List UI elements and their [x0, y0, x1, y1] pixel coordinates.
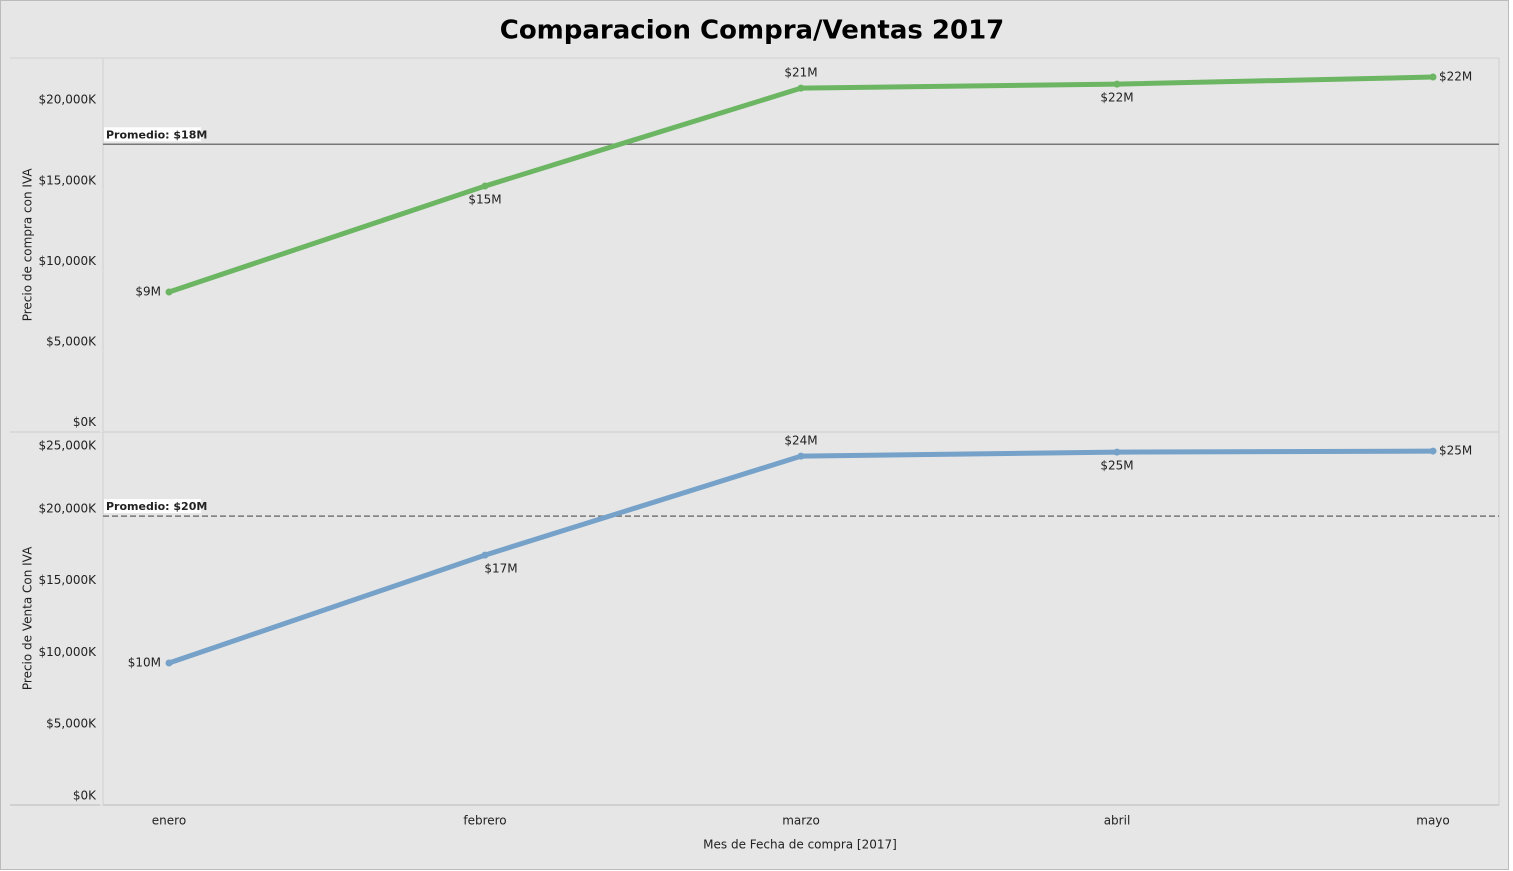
average-label-bg [104, 499, 201, 514]
value-label: $22M [1100, 91, 1133, 105]
value-label: $25M [1439, 444, 1472, 458]
point [481, 551, 489, 559]
y-axis-label: Precio de Venta Con IVA [21, 546, 35, 690]
x-tick-label: enero [152, 814, 186, 828]
value-label: $15M [468, 193, 501, 207]
y-tick-label: $25,000K [39, 439, 98, 453]
value-label: $9M [135, 285, 161, 299]
y-tick-label: $10,000K [39, 254, 98, 268]
y-tick-label: $15,000K [39, 573, 98, 587]
value-label: $25M [1100, 459, 1133, 473]
y-tick-label: $20,000K [39, 93, 98, 107]
value-label: $17M [484, 562, 517, 576]
average-label: Promedio: $18M [106, 128, 207, 141]
y-axis-label: Precio de compra con IVA [21, 168, 35, 322]
point [1429, 73, 1437, 81]
point [797, 452, 805, 460]
average-label: Promedio: $20M [106, 500, 207, 513]
y-tick-label: $0K [73, 415, 97, 429]
point [1113, 80, 1121, 88]
value-label: $22M [1439, 70, 1472, 84]
chart-title: Comparacion Compra/Ventas 2017 [500, 16, 1005, 46]
point [165, 288, 173, 296]
x-tick-label: marzo [782, 814, 820, 828]
point [481, 182, 489, 190]
y-tick-label: $20,000K [39, 501, 98, 515]
value-label: $24M [784, 434, 817, 448]
x-tick-label: febrero [463, 814, 506, 828]
point [1113, 448, 1121, 456]
y-tick-label: $0K [73, 788, 97, 802]
y-tick-label: $5,000K [46, 717, 97, 731]
point [797, 84, 805, 92]
x-tick-label: mayo [1416, 814, 1450, 828]
y-tick-label: $10,000K [39, 645, 98, 659]
value-label: $21M [784, 66, 817, 80]
point [1429, 447, 1437, 455]
x-tick-label: abril [1104, 814, 1131, 828]
average-label-bg [104, 127, 201, 142]
value-label: $10M [128, 656, 161, 670]
x-axis-label: Mes de Fecha de compra [2017] [703, 838, 897, 852]
point [165, 659, 173, 667]
y-tick-label: $15,000K [39, 173, 98, 187]
y-tick-label: $5,000K [46, 335, 97, 349]
